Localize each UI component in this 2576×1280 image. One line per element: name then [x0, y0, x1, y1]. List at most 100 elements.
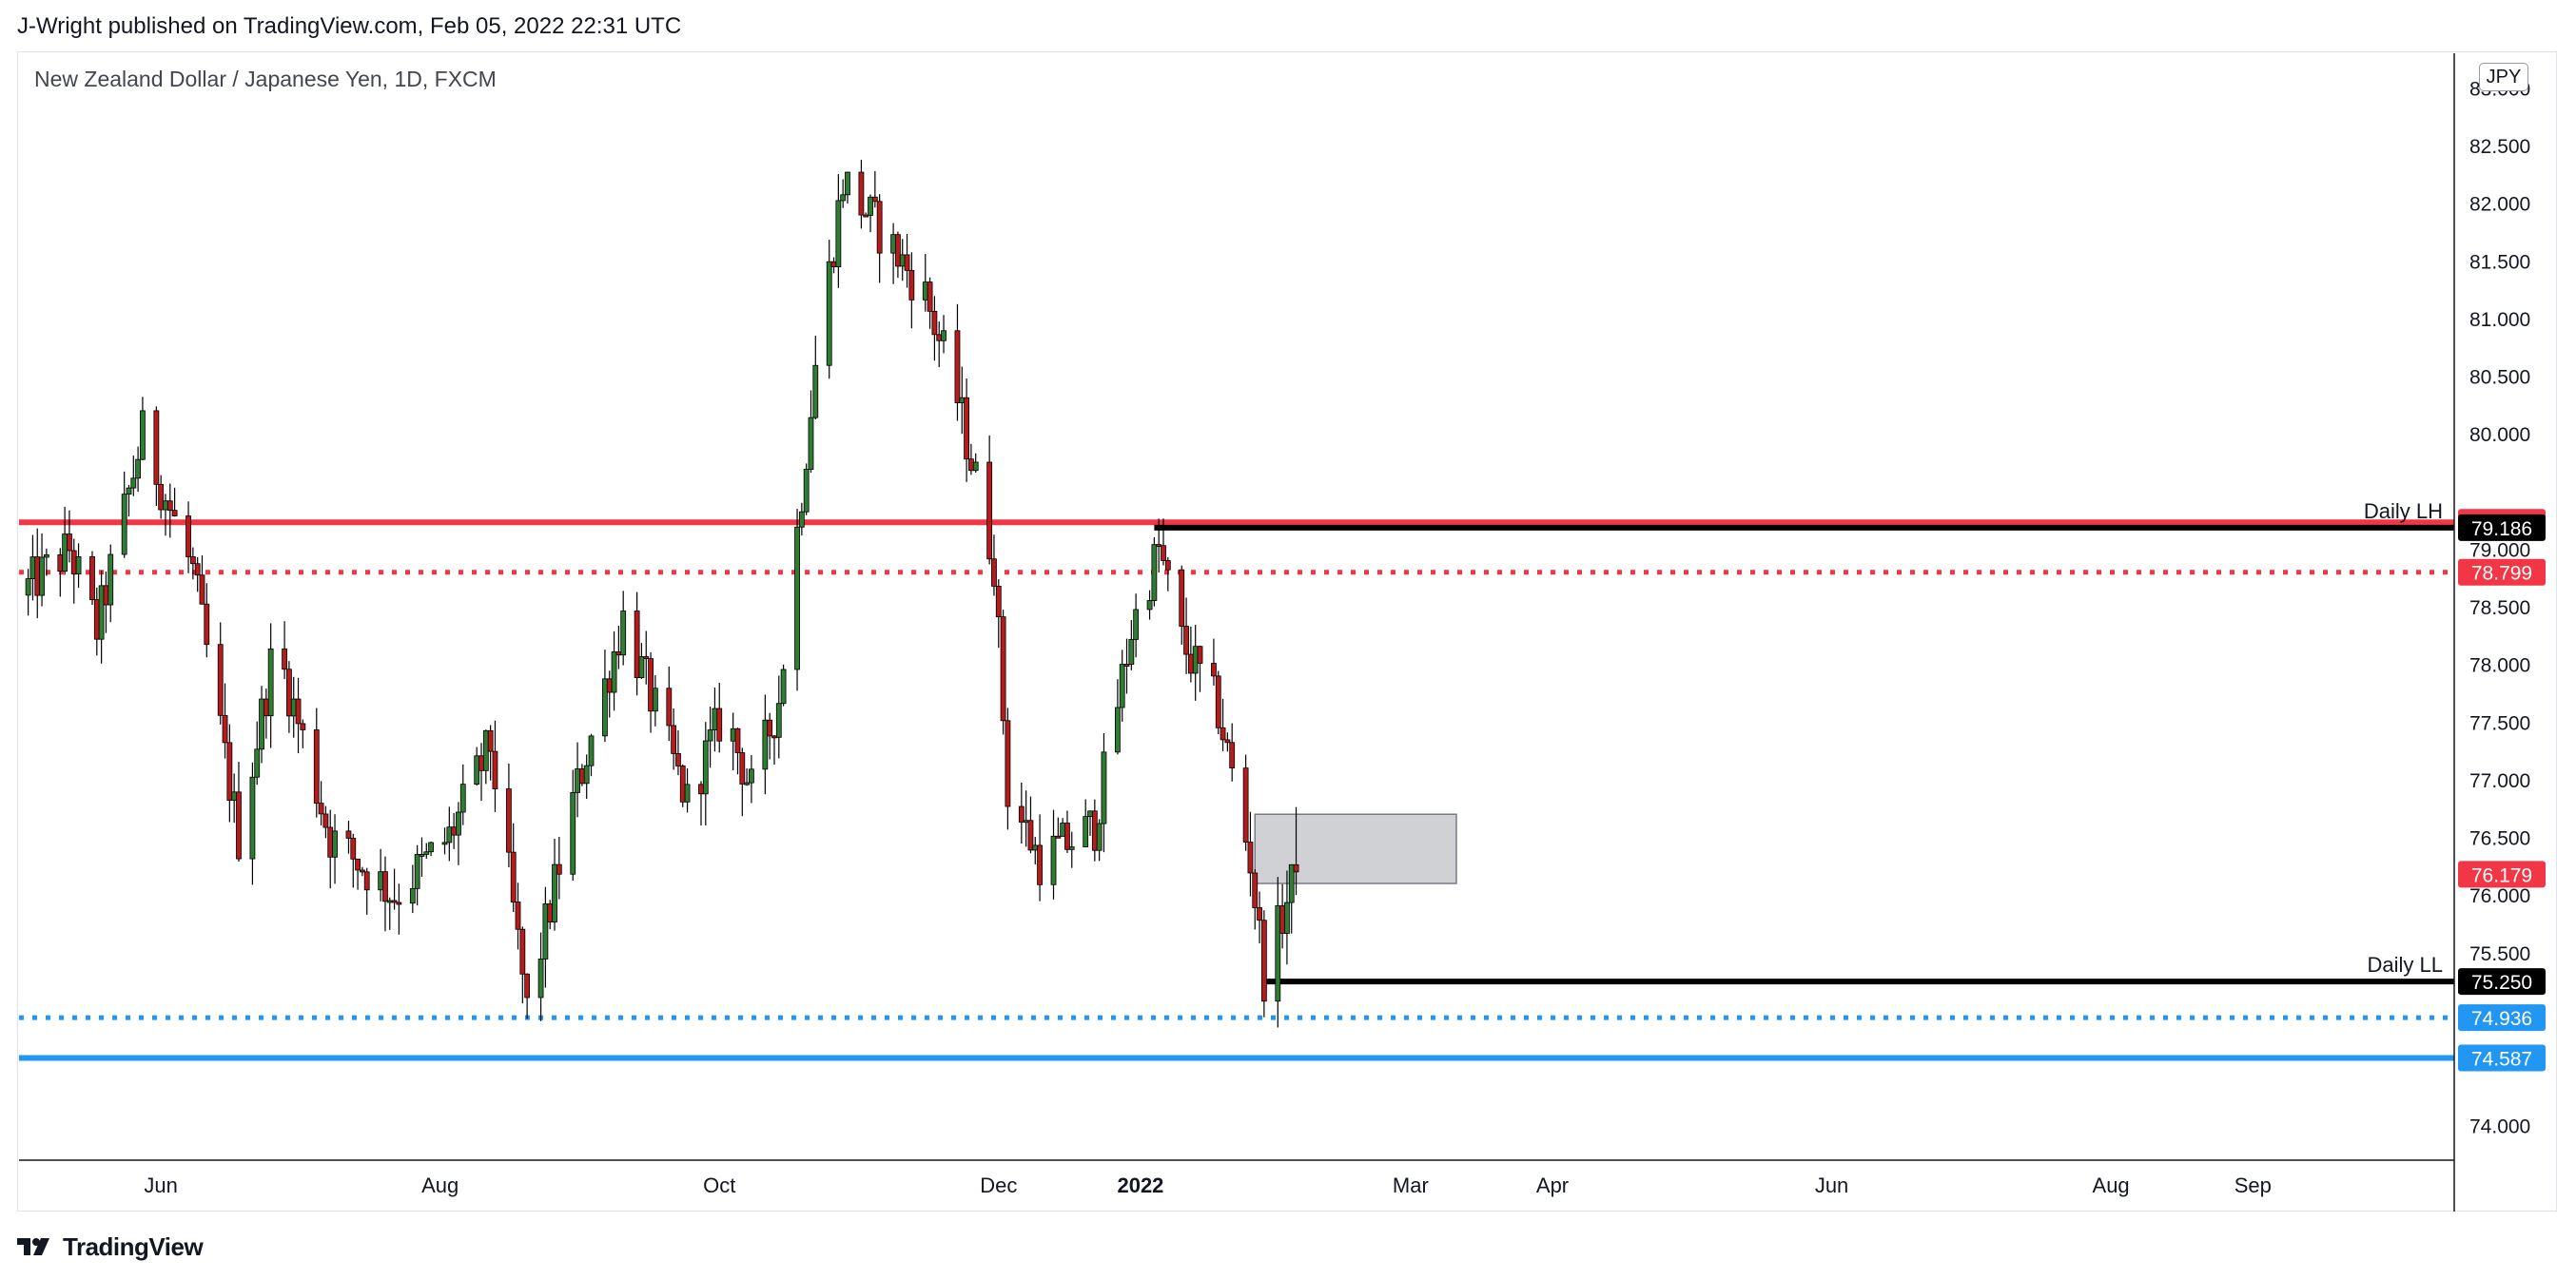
candle-body[interactable]: [1197, 646, 1203, 664]
candle-body[interactable]: [954, 330, 961, 403]
candle-body[interactable]: [652, 688, 658, 712]
candle-body[interactable]: [386, 900, 393, 903]
candle-body[interactable]: [1288, 863, 1295, 903]
candle-body[interactable]: [808, 417, 814, 470]
candle-body[interactable]: [959, 397, 966, 403]
candle-body[interactable]: [396, 902, 402, 905]
candle-body[interactable]: [478, 755, 484, 771]
candle-body[interactable]: [927, 281, 933, 312]
candle-body[interactable]: [890, 234, 896, 254]
candle-body[interactable]: [456, 811, 461, 836]
candle-body[interactable]: [231, 791, 238, 802]
candle-body[interactable]: [972, 461, 979, 472]
candle-body[interactable]: [140, 410, 146, 460]
candle-body[interactable]: [775, 703, 782, 738]
candle-body[interactable]: [556, 863, 562, 875]
candle-body[interactable]: [1242, 767, 1249, 843]
candle-body[interactable]: [620, 611, 627, 656]
candle-body[interactable]: [185, 515, 191, 557]
candle-body[interactable]: [34, 556, 41, 596]
candle-body[interactable]: [941, 330, 946, 341]
candle-body[interactable]: [474, 755, 480, 785]
candle-body[interactable]: [300, 723, 306, 730]
candle-body[interactable]: [1123, 664, 1130, 667]
currency-badge[interactable]: JPY: [2479, 63, 2528, 91]
candle-body[interactable]: [1023, 820, 1029, 824]
candle-body[interactable]: [1068, 846, 1075, 850]
candle-body[interactable]: [812, 364, 819, 418]
candle-body[interactable]: [1119, 664, 1125, 708]
candle-body[interactable]: [204, 603, 210, 646]
candle-body[interactable]: [89, 556, 95, 601]
candle-body[interactable]: [1279, 905, 1286, 934]
candle-body[interactable]: [505, 788, 512, 853]
candle-body[interactable]: [126, 487, 132, 495]
candle-body[interactable]: [794, 526, 800, 670]
candle-body[interactable]: [744, 782, 751, 785]
candle-body[interactable]: [1260, 920, 1267, 1002]
candle-body[interactable]: [803, 469, 810, 513]
candle-body[interactable]: [57, 553, 64, 572]
candle-body[interactable]: [968, 458, 974, 472]
candle-body[interactable]: [75, 556, 82, 574]
candle-body[interactable]: [679, 766, 686, 803]
candle-body[interactable]: [236, 791, 242, 860]
candle-body[interactable]: [1293, 863, 1299, 873]
candle-body[interactable]: [254, 748, 261, 778]
candle-body[interactable]: [537, 959, 544, 999]
candle-body[interactable]: [780, 669, 787, 705]
candle-body[interactable]: [570, 791, 576, 875]
candle-body[interactable]: [991, 558, 997, 587]
candle-body[interactable]: [282, 648, 287, 670]
candle-body[interactable]: [482, 729, 489, 771]
candle-body[interactable]: [840, 194, 847, 202]
candle-body[interactable]: [871, 196, 878, 203]
candle-body[interactable]: [446, 826, 453, 844]
candle-body[interactable]: [515, 902, 521, 930]
candle-body[interactable]: [360, 869, 365, 873]
candle-body[interactable]: [419, 854, 425, 857]
candle-body[interactable]: [510, 851, 517, 902]
candle-body[interactable]: [936, 334, 943, 341]
chart-frame[interactable]: [17, 51, 2557, 1212]
candle-body[interactable]: [1284, 902, 1290, 934]
candle-body[interactable]: [798, 511, 805, 528]
candle-body[interactable]: [922, 281, 928, 301]
candle-body[interactable]: [876, 201, 883, 254]
candle-body[interactable]: [606, 678, 613, 693]
candle-body[interactable]: [67, 533, 72, 552]
candle-body[interactable]: [830, 261, 837, 268]
candle-body[interactable]: [1187, 653, 1194, 674]
candle-body[interactable]: [835, 200, 842, 268]
candle-body[interactable]: [130, 477, 137, 489]
candle-body[interactable]: [1083, 816, 1089, 847]
candle-body[interactable]: [43, 553, 49, 558]
candle-body[interactable]: [1151, 544, 1158, 601]
candle-body[interactable]: [189, 556, 196, 565]
candle-body[interactable]: [1128, 639, 1135, 665]
candle-body[interactable]: [845, 171, 850, 196]
candle-body[interactable]: [762, 719, 769, 770]
candle-body[interactable]: [1101, 751, 1107, 824]
candle-body[interactable]: [70, 550, 77, 574]
candle-body[interactable]: [286, 669, 292, 717]
candle-body[interactable]: [588, 735, 595, 766]
candle-body[interactable]: [29, 556, 36, 579]
candle-body[interactable]: [739, 752, 746, 785]
candle-body[interactable]: [638, 656, 645, 678]
candle-body[interactable]: [492, 750, 498, 789]
candle-body[interactable]: [382, 871, 388, 902]
candle-body[interactable]: [1050, 835, 1057, 885]
candle-body[interactable]: [414, 854, 420, 889]
candle-body[interactable]: [93, 599, 100, 640]
candle-body[interactable]: [313, 729, 320, 805]
candle-body[interactable]: [858, 171, 865, 216]
candle-body[interactable]: [428, 842, 434, 853]
candle-body[interactable]: [698, 784, 704, 795]
candle-body[interactable]: [441, 842, 448, 845]
candle-body[interactable]: [1037, 844, 1043, 885]
candle-body[interactable]: [1224, 739, 1231, 744]
candle-body[interactable]: [1032, 844, 1039, 851]
candle-body[interactable]: [671, 725, 677, 754]
